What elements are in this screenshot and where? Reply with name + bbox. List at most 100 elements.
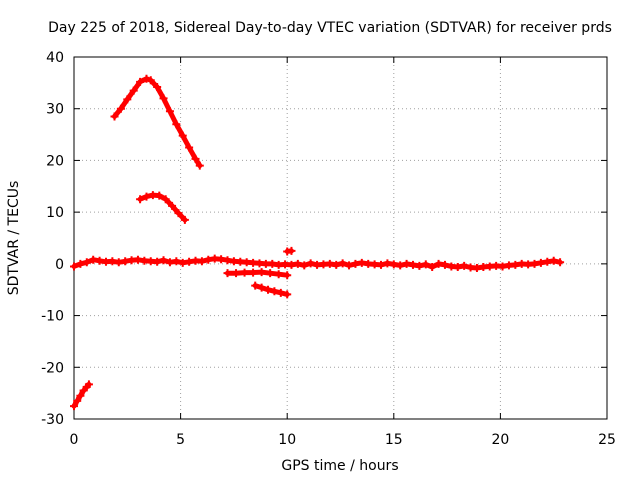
data-point bbox=[121, 257, 130, 266]
data-point bbox=[240, 268, 249, 277]
data-point bbox=[178, 258, 187, 267]
data-point bbox=[440, 260, 449, 269]
data-point bbox=[223, 256, 232, 265]
data-points bbox=[70, 74, 565, 411]
data-point bbox=[146, 76, 155, 85]
data-point bbox=[114, 258, 123, 267]
data-point bbox=[172, 120, 181, 129]
data-point bbox=[274, 270, 283, 279]
data-point bbox=[276, 288, 285, 297]
data-point bbox=[415, 261, 424, 270]
data-point bbox=[264, 285, 273, 294]
y-axis-label: SDTVAR / TECUs bbox=[6, 181, 22, 296]
y-tick-label: -30 bbox=[41, 412, 64, 428]
x-axis-label: GPS time / hours bbox=[281, 458, 398, 474]
y-tick-label: 30 bbox=[46, 102, 64, 118]
data-point bbox=[136, 195, 145, 204]
data-point bbox=[159, 94, 168, 103]
data-point bbox=[95, 256, 104, 265]
data-point bbox=[84, 380, 93, 389]
data-point bbox=[204, 255, 213, 264]
data-point bbox=[530, 259, 539, 268]
data-point bbox=[73, 396, 82, 405]
data-point bbox=[389, 260, 398, 269]
data-point bbox=[345, 261, 354, 270]
data-point bbox=[434, 259, 443, 268]
series-arc-mid bbox=[136, 191, 189, 224]
data-point bbox=[453, 262, 462, 271]
data-point bbox=[460, 261, 469, 270]
data-point bbox=[223, 269, 232, 278]
data-point bbox=[165, 107, 174, 116]
data-point bbox=[293, 259, 302, 268]
data-point bbox=[270, 287, 279, 296]
data-point bbox=[249, 268, 258, 277]
data-point bbox=[142, 74, 151, 83]
data-point bbox=[536, 258, 545, 267]
data-point bbox=[396, 261, 405, 270]
series-negative-band bbox=[223, 268, 292, 280]
data-point bbox=[168, 201, 177, 210]
data-point bbox=[283, 271, 292, 280]
data-point bbox=[82, 258, 91, 267]
data-point bbox=[402, 259, 411, 268]
data-point bbox=[556, 258, 565, 267]
data-point bbox=[185, 143, 194, 152]
data-point bbox=[191, 154, 200, 163]
data-point bbox=[421, 260, 430, 269]
y-tick-label: 0 bbox=[55, 257, 64, 273]
data-point bbox=[108, 257, 117, 266]
data-point bbox=[338, 259, 347, 268]
data-point bbox=[332, 260, 341, 269]
data-point bbox=[498, 262, 507, 271]
data-point bbox=[197, 257, 206, 266]
data-point bbox=[185, 257, 194, 266]
data-point bbox=[428, 262, 437, 271]
data-point bbox=[511, 260, 520, 269]
data-point bbox=[287, 246, 296, 255]
data-point bbox=[357, 258, 366, 267]
y-tick-label: -10 bbox=[41, 309, 64, 325]
y-tick-label: 10 bbox=[46, 205, 64, 221]
x-tick-label: 25 bbox=[598, 432, 616, 448]
data-point bbox=[232, 269, 241, 278]
data-point bbox=[76, 259, 85, 268]
data-point bbox=[325, 259, 334, 268]
data-point bbox=[70, 402, 78, 411]
data-point bbox=[377, 260, 386, 269]
data-point bbox=[472, 263, 481, 272]
data-point bbox=[408, 260, 417, 269]
data-point bbox=[155, 191, 164, 200]
y-tick-label: -20 bbox=[41, 360, 64, 376]
data-point bbox=[172, 257, 181, 266]
data-point bbox=[351, 259, 360, 268]
data-point bbox=[180, 215, 189, 224]
data-point bbox=[287, 260, 296, 269]
x-tick-label: 20 bbox=[491, 432, 509, 448]
y-tick-label: 40 bbox=[46, 50, 64, 66]
series-band bbox=[112, 76, 203, 169]
data-point bbox=[70, 262, 78, 271]
data-point bbox=[123, 95, 132, 104]
series-arc-high bbox=[110, 74, 204, 170]
data-point bbox=[129, 86, 138, 95]
x-tick-label: 10 bbox=[278, 432, 296, 448]
data-point bbox=[76, 391, 85, 400]
data-point bbox=[110, 112, 119, 121]
data-point bbox=[136, 77, 145, 86]
data-point bbox=[268, 259, 277, 268]
series-declining-band bbox=[251, 281, 292, 299]
data-point bbox=[153, 257, 162, 266]
series-start-dip bbox=[70, 380, 93, 411]
data-point bbox=[165, 258, 174, 267]
data-point bbox=[142, 192, 151, 201]
data-point bbox=[383, 259, 392, 268]
data-point bbox=[133, 255, 142, 264]
series-main-band bbox=[70, 254, 565, 272]
data-point bbox=[116, 104, 125, 113]
data-point bbox=[161, 195, 170, 204]
data-point bbox=[306, 259, 315, 268]
data-point bbox=[257, 283, 266, 292]
